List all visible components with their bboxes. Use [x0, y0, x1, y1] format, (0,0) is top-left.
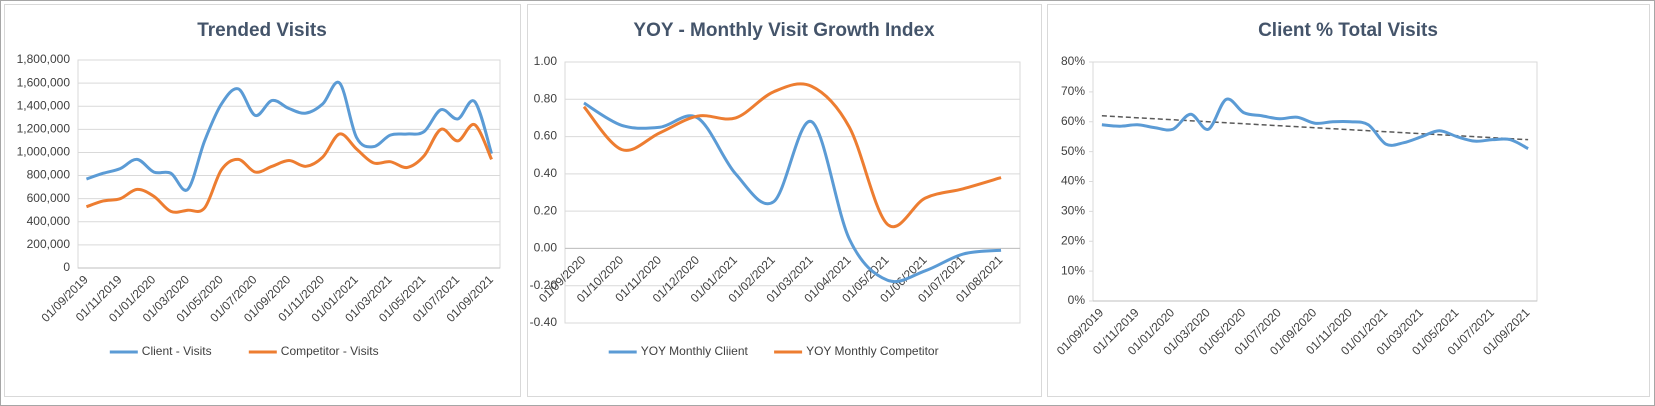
y-tick-label: -0.40 — [530, 315, 558, 329]
y-tick-label: 0.60 — [534, 129, 558, 143]
y-tick-label: 0.80 — [534, 91, 558, 105]
y-tick-label: 200,000 — [27, 237, 71, 251]
legend-label: YOY Monthly Competitor — [806, 344, 939, 358]
chart-title: Trended Visits — [197, 20, 327, 41]
y-tick-label: 20% — [1061, 233, 1085, 247]
chart-title: Client % Total Visits — [1258, 20, 1438, 41]
y-tick-label: 50% — [1061, 144, 1085, 158]
y-tick-label: 80% — [1061, 54, 1085, 68]
y-tick-label: 40% — [1061, 174, 1085, 188]
y-tick-label: 0.00 — [534, 241, 558, 255]
legend-label: Client - Visits — [142, 344, 212, 358]
y-tick-label: 0% — [1068, 293, 1086, 307]
chart-title: YOY - Monthly Visit Growth Index — [633, 20, 935, 41]
y-tick-label: 1,600,000 — [17, 75, 71, 89]
y-tick-label: 800,000 — [27, 168, 71, 182]
series-line — [1101, 97, 1529, 150]
y-tick-label: 0 — [63, 260, 70, 274]
y-tick-label: 1,400,000 — [17, 98, 71, 112]
y-tick-label: 1,200,000 — [17, 122, 71, 136]
series-line — [582, 82, 1002, 229]
series-line — [85, 80, 493, 192]
y-tick-label: 400,000 — [27, 214, 71, 228]
y-tick-label: 10% — [1061, 263, 1085, 277]
legend-label: Competitor - Visits — [281, 344, 379, 358]
panel — [1047, 4, 1650, 397]
y-tick-label: 60% — [1061, 114, 1085, 128]
y-tick-label: 70% — [1061, 84, 1085, 98]
series-line — [583, 101, 1002, 284]
y-tick-label: -0.20 — [530, 278, 558, 292]
legend-label: YOY Monthly Cliient — [641, 344, 749, 358]
y-tick-label: 0.40 — [534, 166, 558, 180]
y-tick-label: 1,000,000 — [17, 145, 71, 159]
y-tick-label: 600,000 — [27, 191, 71, 205]
y-tick-label: 0.20 — [534, 203, 558, 217]
series-line — [85, 122, 493, 214]
y-tick-label: 1.00 — [534, 54, 558, 68]
panel — [527, 4, 1042, 397]
y-tick-label: 30% — [1061, 204, 1085, 218]
panel — [4, 4, 521, 397]
y-tick-label: 1,800,000 — [17, 52, 71, 66]
